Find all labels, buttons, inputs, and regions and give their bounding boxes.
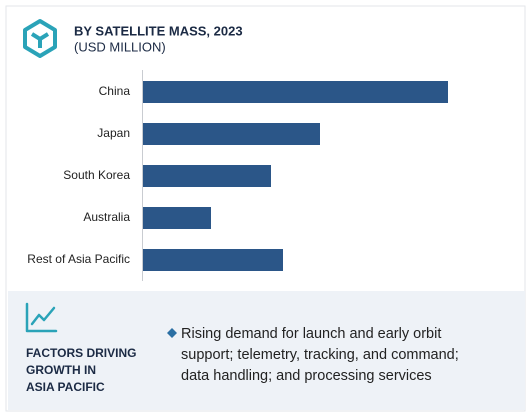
cube-icon bbox=[23, 19, 57, 58]
category-label: China bbox=[99, 84, 131, 98]
factors-heading: GROWTH IN bbox=[26, 363, 96, 377]
bar bbox=[143, 123, 320, 145]
category-label: Australia bbox=[83, 210, 130, 224]
category-label: Japan bbox=[97, 126, 130, 140]
bar bbox=[143, 81, 448, 103]
factor-point: data handling; and processing services bbox=[181, 368, 432, 384]
frame bbox=[5, 5, 526, 412]
factor-point: support; telemetry, tracking, and comman… bbox=[181, 347, 459, 363]
chart-title: BY SATELLITE MASS, 2023 bbox=[74, 23, 243, 38]
bar bbox=[143, 165, 271, 187]
factors-panel bbox=[8, 291, 525, 410]
trend-icon bbox=[25, 302, 58, 333]
bar bbox=[143, 207, 211, 229]
category-label: South Korea bbox=[63, 168, 130, 182]
factors-heading: ASIA PACIFIC bbox=[26, 380, 105, 394]
factors-heading: FACTORS DRIVING bbox=[26, 346, 136, 360]
bar bbox=[143, 249, 283, 271]
category-label: Rest of Asia Pacific bbox=[27, 252, 130, 266]
chart-subtitle: (USD MILLION) bbox=[74, 39, 166, 54]
bullet bbox=[167, 328, 177, 338]
factor-point: Rising demand for launch and early orbit bbox=[181, 326, 441, 342]
